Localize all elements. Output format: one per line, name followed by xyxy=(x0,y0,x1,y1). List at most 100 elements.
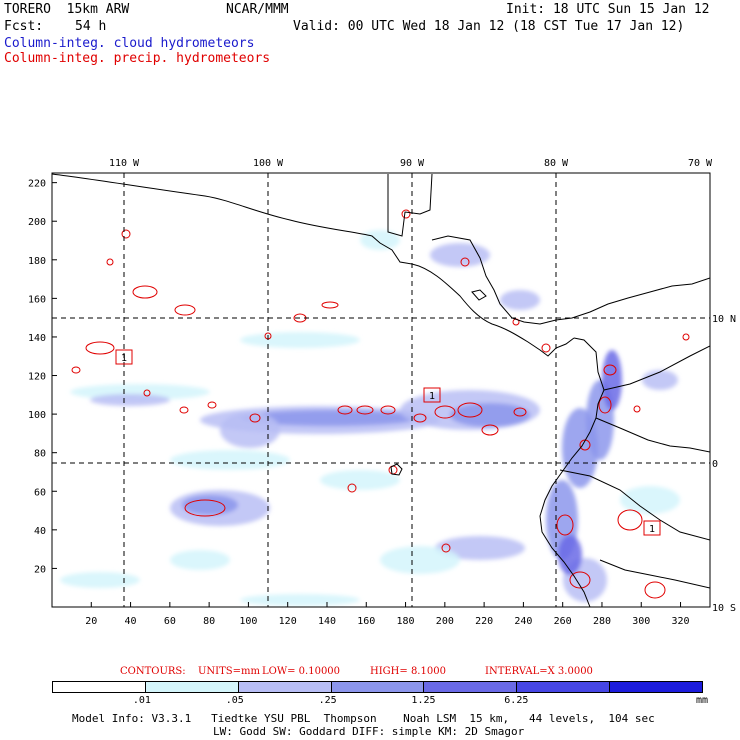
colorbar-segment xyxy=(330,681,425,693)
y-tick-label: 100 xyxy=(28,410,46,421)
precip-contour xyxy=(132,285,158,299)
cloud-area xyxy=(240,332,360,348)
x-tick-label: 300 xyxy=(632,616,650,627)
lon-label: 70 W xyxy=(688,158,713,169)
cloud-area xyxy=(435,536,525,560)
colorbar-segment xyxy=(237,681,332,693)
init-time: Init: 18 UTC Sun 15 Jan 12 xyxy=(506,2,710,17)
precip-contour xyxy=(481,424,499,436)
cloud-area xyxy=(558,535,582,575)
small-island xyxy=(471,289,487,301)
lon-label: 110 W xyxy=(109,158,140,169)
precip-contour xyxy=(633,405,641,413)
precip-contour xyxy=(337,405,353,415)
precip-contour xyxy=(513,407,527,417)
precip-contour xyxy=(441,543,451,553)
cloud-area xyxy=(320,470,400,490)
x-tick-label: 280 xyxy=(593,616,611,627)
x-tick-label: 220 xyxy=(475,616,493,627)
low-label: LOW= 0.10000 xyxy=(262,666,341,677)
cloud-area xyxy=(182,495,238,515)
colorbar-label: .05 xyxy=(225,695,244,706)
precip-contour xyxy=(347,483,357,493)
galapagos xyxy=(390,463,403,476)
cloud-area xyxy=(170,450,290,470)
x-tick-label: 120 xyxy=(279,616,297,627)
x-tick-label: 140 xyxy=(318,616,336,627)
fcst-value: 54 h xyxy=(75,19,107,34)
longitude-labels: 110 W 100 W 90 W 80 W 70 W xyxy=(109,158,713,169)
x-tick-label: 240 xyxy=(514,616,532,627)
precip-contour xyxy=(434,405,456,419)
colorbar-label: 1.25 xyxy=(411,695,436,706)
y-tick-label: 140 xyxy=(28,333,46,344)
caribbean-coast xyxy=(431,235,710,325)
precip-contour xyxy=(556,514,574,536)
x-tick-label: 260 xyxy=(554,616,572,627)
x-tick-label: 20 xyxy=(85,616,97,627)
precip-contour xyxy=(174,304,196,316)
model-info: Model Info: V3.3.1 Tiedtke YSU PBL Thomp… xyxy=(72,712,655,725)
x-tick-label: 160 xyxy=(357,616,375,627)
x-tick-label: 40 xyxy=(125,616,137,627)
fcst-label: Fcst: xyxy=(4,19,44,34)
y-tick-label: 40 xyxy=(34,526,46,537)
y-tick-label: 180 xyxy=(28,256,46,267)
colorbar-label: 6.25 xyxy=(504,695,529,706)
y-tick-label: 80 xyxy=(34,449,46,460)
precip-contour xyxy=(179,406,189,414)
precip-contour xyxy=(460,257,470,267)
precip-contour xyxy=(85,341,115,355)
y-tick-label: 60 xyxy=(34,487,46,498)
cloud-area xyxy=(642,370,678,390)
precip-contour xyxy=(541,343,551,353)
cloud-area xyxy=(170,550,230,570)
precip-contour xyxy=(380,405,396,415)
storm-marker-label: 1 xyxy=(121,353,127,364)
precip-contour xyxy=(356,405,374,415)
x-tick-label: 200 xyxy=(436,616,454,627)
colorbar-segment xyxy=(52,681,146,693)
colorbar-segment xyxy=(516,681,611,693)
x-tick-label: 60 xyxy=(164,616,176,627)
country-border-1 xyxy=(603,345,710,391)
precip-contour xyxy=(184,499,226,517)
legend-precip: Column-integ. precip. hydrometeors xyxy=(4,51,271,66)
precip-contour xyxy=(143,389,151,397)
colorbar-label: .01 xyxy=(132,695,151,706)
storm-marker-label: 1 xyxy=(649,524,655,535)
precip-contour xyxy=(71,366,81,374)
precip-contour xyxy=(106,258,114,266)
lat-lon-grid xyxy=(52,173,710,607)
y-tick-label: 120 xyxy=(28,372,46,383)
cloud-area xyxy=(450,403,530,427)
y-axis-ticks: 20 40 60 80 100 120 140 160 180 200 220 xyxy=(28,179,57,575)
cloud-area xyxy=(620,486,680,514)
lon-label: 90 W xyxy=(400,158,425,169)
precip-contour xyxy=(682,333,690,341)
weather-map: 1 1 1 20 40 60 80 100 120 140 160 180 200 220 240 260 2… xyxy=(28,158,736,627)
precip-contour xyxy=(617,509,643,531)
x-tick-label: 100 xyxy=(239,616,257,627)
coastlines xyxy=(52,173,710,607)
cloud-area xyxy=(430,243,490,267)
contours-label: CONTOURS: xyxy=(120,666,186,677)
precip-contour xyxy=(321,301,339,309)
colorbar-unit: mm xyxy=(696,695,709,706)
lat-label: 10 S xyxy=(712,603,736,614)
storm-marker-box xyxy=(115,349,133,365)
central-america-coast xyxy=(411,263,575,357)
precip-contour xyxy=(569,571,591,589)
lat-label: 0 xyxy=(712,459,718,470)
country-border-3 xyxy=(599,559,710,589)
storm-marker-label: 1 xyxy=(429,391,435,402)
map-frame xyxy=(51,172,711,608)
valid-time: Valid: 00 UTC Wed 18 Jan 12 (18 CST Tue … xyxy=(293,19,685,34)
x-tick-label: 180 xyxy=(397,616,415,627)
cloud-area xyxy=(602,350,622,410)
storm-markers: 1 1 1 xyxy=(115,349,661,536)
cloud-area xyxy=(500,290,540,310)
lon-label: 100 W xyxy=(253,158,284,169)
precip-contour xyxy=(249,413,261,423)
precip-contour xyxy=(598,396,612,414)
